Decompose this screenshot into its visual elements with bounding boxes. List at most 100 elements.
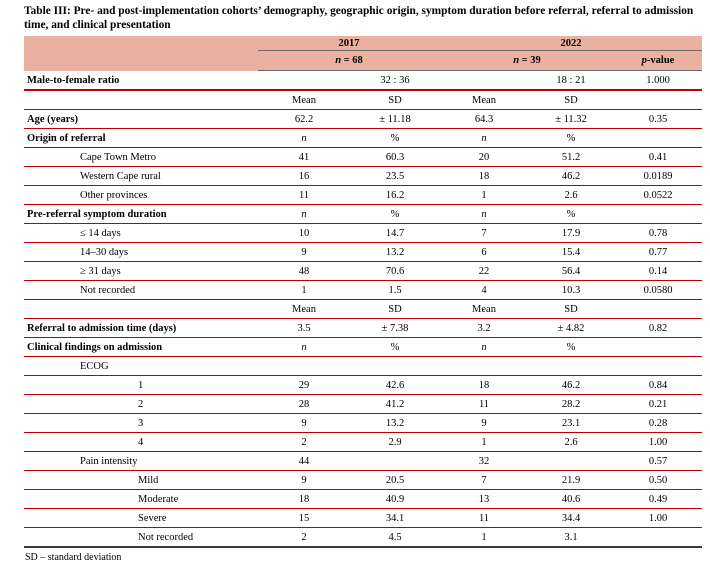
- table-footnote: SD – standard deviation: [25, 552, 122, 564]
- cell-value: %: [350, 204, 440, 225]
- cell-pvalue: 0.82: [614, 318, 702, 339]
- cell-pvalue: 1.00: [614, 508, 702, 529]
- cell-value: 13.2: [350, 242, 440, 263]
- header-year-2022: 2022: [440, 36, 702, 52]
- cell-value: n: [440, 204, 528, 225]
- row-label: Male-to-female ratio: [24, 70, 258, 92]
- header-n-2022: n = 39: [440, 50, 614, 72]
- cell-value: 51.2: [528, 147, 614, 168]
- cell-value: 44: [258, 451, 350, 472]
- cell-value: n: [258, 128, 350, 149]
- cell-value: [350, 451, 440, 472]
- cell-value: 70.6: [350, 261, 440, 282]
- row-label: 4: [24, 432, 258, 453]
- cell-pvalue: 0.57: [614, 451, 702, 472]
- cell-value: n: [258, 337, 350, 358]
- cell-value: ± 4.82: [528, 318, 614, 339]
- header-n-2017: n = 68: [258, 50, 440, 72]
- table-row: ≥ 31 days 48 70.6 22 56.4 0.14: [24, 261, 702, 282]
- cell-value: %: [528, 128, 614, 149]
- row-label: 1: [24, 375, 258, 396]
- row-label: Age (years): [24, 109, 258, 130]
- cell-value: 32: [440, 451, 528, 472]
- row-label: Not recorded: [138, 531, 194, 543]
- cell-value: [258, 70, 350, 92]
- cell-value: 2.6: [528, 432, 614, 453]
- table-row: Cape Town Metro 41 60.3 20 51.2 0.41: [24, 147, 702, 168]
- cell-pvalue: 0.35: [614, 109, 702, 130]
- row-label: Severe: [24, 508, 258, 529]
- cell-value: 60.3: [350, 147, 440, 168]
- cell-value: 40.9: [350, 489, 440, 510]
- cell-value: 1: [440, 432, 528, 453]
- cell-value: 13: [440, 489, 528, 510]
- cell-pvalue: 0.49: [614, 489, 702, 510]
- cell-pvalue: 0.0189: [614, 166, 702, 187]
- table-row: Age (years) 62.2 ± 11.18 64.3 ± 11.32 0.35: [24, 109, 702, 130]
- data-table: 2017 2022 n = 68 n = 39 p-value Male-to-…: [24, 36, 702, 549]
- cell-pvalue: [614, 128, 702, 149]
- row-label: 14–30 days: [24, 242, 258, 263]
- cell-value: 9: [258, 470, 350, 491]
- cell-value: 11: [258, 185, 350, 206]
- cell-pvalue: [614, 299, 702, 320]
- cell-value: 13.2: [350, 413, 440, 434]
- row-label: Pre-referral symptom duration: [24, 204, 258, 225]
- cell-pvalue: [614, 356, 702, 377]
- cell-value: 2: [258, 432, 350, 453]
- row-label: Not recorded: [24, 280, 258, 301]
- cell-value: 9: [258, 413, 350, 434]
- cell-value: 1.5: [350, 280, 440, 301]
- cell-value: %: [350, 128, 440, 149]
- cell-value: SD: [350, 90, 440, 111]
- table-row: Referral to admission time (days) 3.5 ± 7.…: [24, 318, 702, 339]
- cell-value: 32 : 36: [350, 70, 440, 92]
- table-row: 1 29 42.6 18 46.2 0.84: [24, 375, 702, 396]
- cell-value: %: [350, 337, 440, 358]
- cell-value: 64.3: [440, 109, 528, 130]
- cell-value: 20.5: [350, 470, 440, 491]
- cell-value: 18: [440, 166, 528, 187]
- table-row: Pre-referral symptom duration n% n%: [24, 204, 702, 225]
- table-row: Not recorded 1 1.5 4 10.3 0.0580: [24, 280, 702, 301]
- row-label: Clinical findings on admission: [24, 337, 258, 358]
- cell-pvalue: [614, 90, 702, 111]
- cell-value: 40.6: [528, 489, 614, 510]
- row-label: Pain intensity: [24, 451, 258, 472]
- cell-value: [440, 356, 528, 377]
- table-row: Origin of referral n% n%: [24, 128, 702, 149]
- row-label: Moderate: [24, 489, 258, 510]
- cell-value: 29: [258, 375, 350, 396]
- cell-value: [350, 356, 440, 377]
- cell-value: 4: [440, 280, 528, 301]
- table-row: Male-to-female ratio 32 : 36 18 : 21 1.000: [24, 70, 702, 92]
- cell-value: [440, 70, 528, 92]
- cell-value: 18 : 21: [528, 70, 614, 92]
- cell-pvalue: [614, 204, 702, 225]
- cell-value: 15.4: [528, 242, 614, 263]
- cell-value: 2.9: [350, 432, 440, 453]
- table-row: ECOG: [24, 356, 702, 377]
- cell-value: 3.2: [440, 318, 528, 339]
- row-label: Cape Town Metro: [24, 147, 258, 168]
- cell-value: 9: [440, 413, 528, 434]
- cell-value: 28: [258, 394, 350, 415]
- cell-value: Mean: [440, 90, 528, 111]
- table-row: Mean SD Mean SD: [24, 90, 702, 111]
- cell-value: 9: [258, 242, 350, 263]
- cell-value: 1: [258, 280, 350, 301]
- table-row: Moderate 18 40.9 13 40.6 0.49: [24, 489, 702, 510]
- cell-value: 46.2: [528, 375, 614, 396]
- table-row: 14–30 days 9 13.2 6 15.4 0.77: [24, 242, 702, 263]
- cell-pvalue: 0.78: [614, 223, 702, 244]
- cell-pvalue: 1.000: [614, 70, 702, 92]
- cell-value: 1: [440, 185, 528, 206]
- cell-value: 11: [440, 508, 528, 529]
- cell-value: 14.7: [350, 223, 440, 244]
- header-row-years: 2017 2022: [24, 36, 702, 52]
- cell-value: 17.9: [528, 223, 614, 244]
- cell-value: 56.4: [528, 261, 614, 282]
- cell-value: SD: [350, 299, 440, 320]
- cell-value: 2: [301, 531, 307, 543]
- table-row: Mild 9 20.5 7 21.9 0.50: [24, 470, 702, 491]
